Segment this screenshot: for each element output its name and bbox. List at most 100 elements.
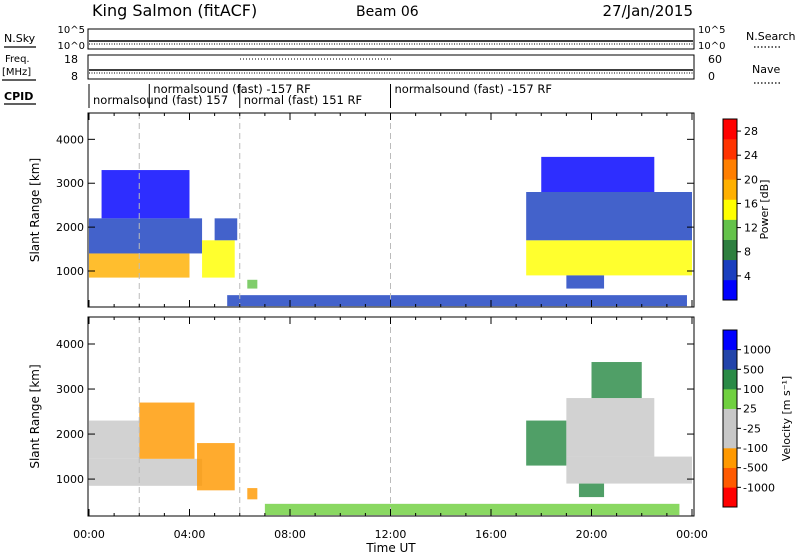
velocity-region [89,458,203,486]
y-tick-label: 3000 [56,177,84,190]
velocity-region [591,362,642,399]
velocity-region [139,402,195,459]
y-tick-label: 4000 [56,338,84,351]
power-colorbar-swatch [723,179,737,200]
power-colorbar-tick-label: 8 [744,246,751,259]
power-region [566,275,605,289]
power-colorbar-tick-label: 24 [744,149,758,162]
x-tick-label: 00:00 [676,528,708,541]
power-panel: 1000 2000 3000 4000 Slant Range [km] [28,112,695,308]
x-tick-label: 00:00 [73,528,105,541]
y-axis-label: Slant Range [km] [28,158,42,262]
nsky-label: N.Sky [4,32,36,45]
velocity-colorbar-swatch [723,369,737,390]
freq-tick-top: 18 [64,53,78,66]
x-tick-label: 04:00 [174,528,206,541]
velocity-colorbar-swatch [723,448,737,468]
power-colorbar-tick-label: 4 [744,270,751,283]
y-tick-label: 1000 [56,473,84,486]
velocity-colorbar-swatch [723,330,737,350]
velocity-region [197,443,235,491]
power-colorbar-swatch [723,279,737,301]
power-region [541,156,655,193]
x-tick-label: 08:00 [274,528,306,541]
velocity-region [89,420,140,459]
time-tick-labels: 00:00 04:00 08:00 12:00 16:00 20:00 00:00 [73,528,708,541]
power-region [214,218,238,241]
cpid-label: CPID [4,90,33,103]
x-tick-label: 16:00 [475,528,507,541]
power-colorbar-tick-label: 16 [744,197,758,210]
velocity-colorbar-swatch [723,487,737,508]
power-region [202,240,235,278]
power-region [526,192,692,241]
cpid-segment-label: normalsound (fast) -157 RF [153,82,310,96]
power-colorbar-swatch [723,199,737,220]
velocity-colorbar-swatch [723,467,737,488]
nave-tick-bottom: 0 [708,70,715,83]
power-colorbar-swatch [723,259,737,281]
velocity-colorbar-swatch [723,389,737,409]
power-colorbar-swatch [723,159,737,180]
power-colorbar-swatch [723,219,737,240]
velocity-colorbar-tick-label: 100 [743,383,764,396]
velocity-panel: 1000 2000 3000 4000 Slant Range [km] [28,316,695,517]
cpid-segment-label: normalsound (fast) 157 [93,93,228,107]
nsearch-tick-top: 10^5 [698,25,725,36]
power-region [89,218,203,254]
nave-tick-top: 60 [708,53,722,66]
velocity-region [264,503,680,516]
time-axis-label: Time UT [365,541,416,554]
freq-tick-bottom: 8 [71,70,78,83]
power-region [101,170,190,219]
velocity-colorbar-tick-label: -100 [743,442,768,455]
velocity-colorbar-frame [722,329,738,508]
velocity-region [566,456,692,484]
cpid-segment-label: normalsound (fast) -157 RF [395,82,552,96]
velocity-colorbar-label: Velocity [m s⁻¹] [780,376,793,461]
velocity-colorbar-tick-label: -500 [743,462,768,475]
x-tick-label: 12:00 [375,528,407,541]
beam-title: Beam 06 [356,4,419,20]
power-region [227,295,687,307]
nsky-tick-bottom: 10^0 [58,41,85,52]
power-region [247,279,258,289]
velocity-colorbar-swatch [723,349,737,370]
y-tick-label: 1000 [56,265,84,278]
velocity-colorbar-tick-label: 500 [743,363,764,376]
velocity-colorbar-tick-label: 25 [743,403,757,416]
power-colorbar-tick-label: 28 [744,125,758,138]
y-axis-label: Slant Range [km] [28,364,42,468]
velocity-region [566,398,655,457]
velocity-colorbar-tick-label: -1000 [743,481,775,494]
velocity-colorbar-tick-label: 1000 [743,344,771,357]
nsearch-label: N.Search [746,30,796,43]
nsky-panel-frame [87,28,695,50]
y-tick-label: 2000 [56,428,84,441]
velocity-colorbar-swatch [723,408,737,429]
y-tick-label: 2000 [56,221,84,234]
freq-label: Freq. [5,54,30,65]
velocity-colorbar-tick-label: -25 [743,422,761,435]
power-colorbar-frame [722,118,738,301]
nsearch-tick-bottom: 10^0 [698,41,725,52]
velocity-colorbar-swatch [723,428,737,449]
velocity-region [526,420,567,466]
cpid-segment-label: normal (fast) 151 RF [244,93,362,107]
freq-panel-frame [87,54,695,80]
nsky-tick-top: 10^5 [58,25,85,36]
y-tick-label: 4000 [56,133,84,146]
freq-unit: [MHz] [2,67,31,78]
power-colorbar: 4 8 12 16 20 24 28 Power [dB] [722,118,771,301]
date-title: 27/Jan/2015 [603,2,694,20]
power-colorbar-swatch [723,119,737,140]
power-colorbar-swatch [723,239,737,261]
velocity-region [578,483,605,498]
station-title: King Salmon (fitACF) [92,1,257,20]
velocity-colorbar: 1000 500 100 25 -25 -100 -500 -1000 Velocity [m … [722,329,793,508]
velocity-region [247,488,258,500]
nave-label: Nave [752,63,780,76]
